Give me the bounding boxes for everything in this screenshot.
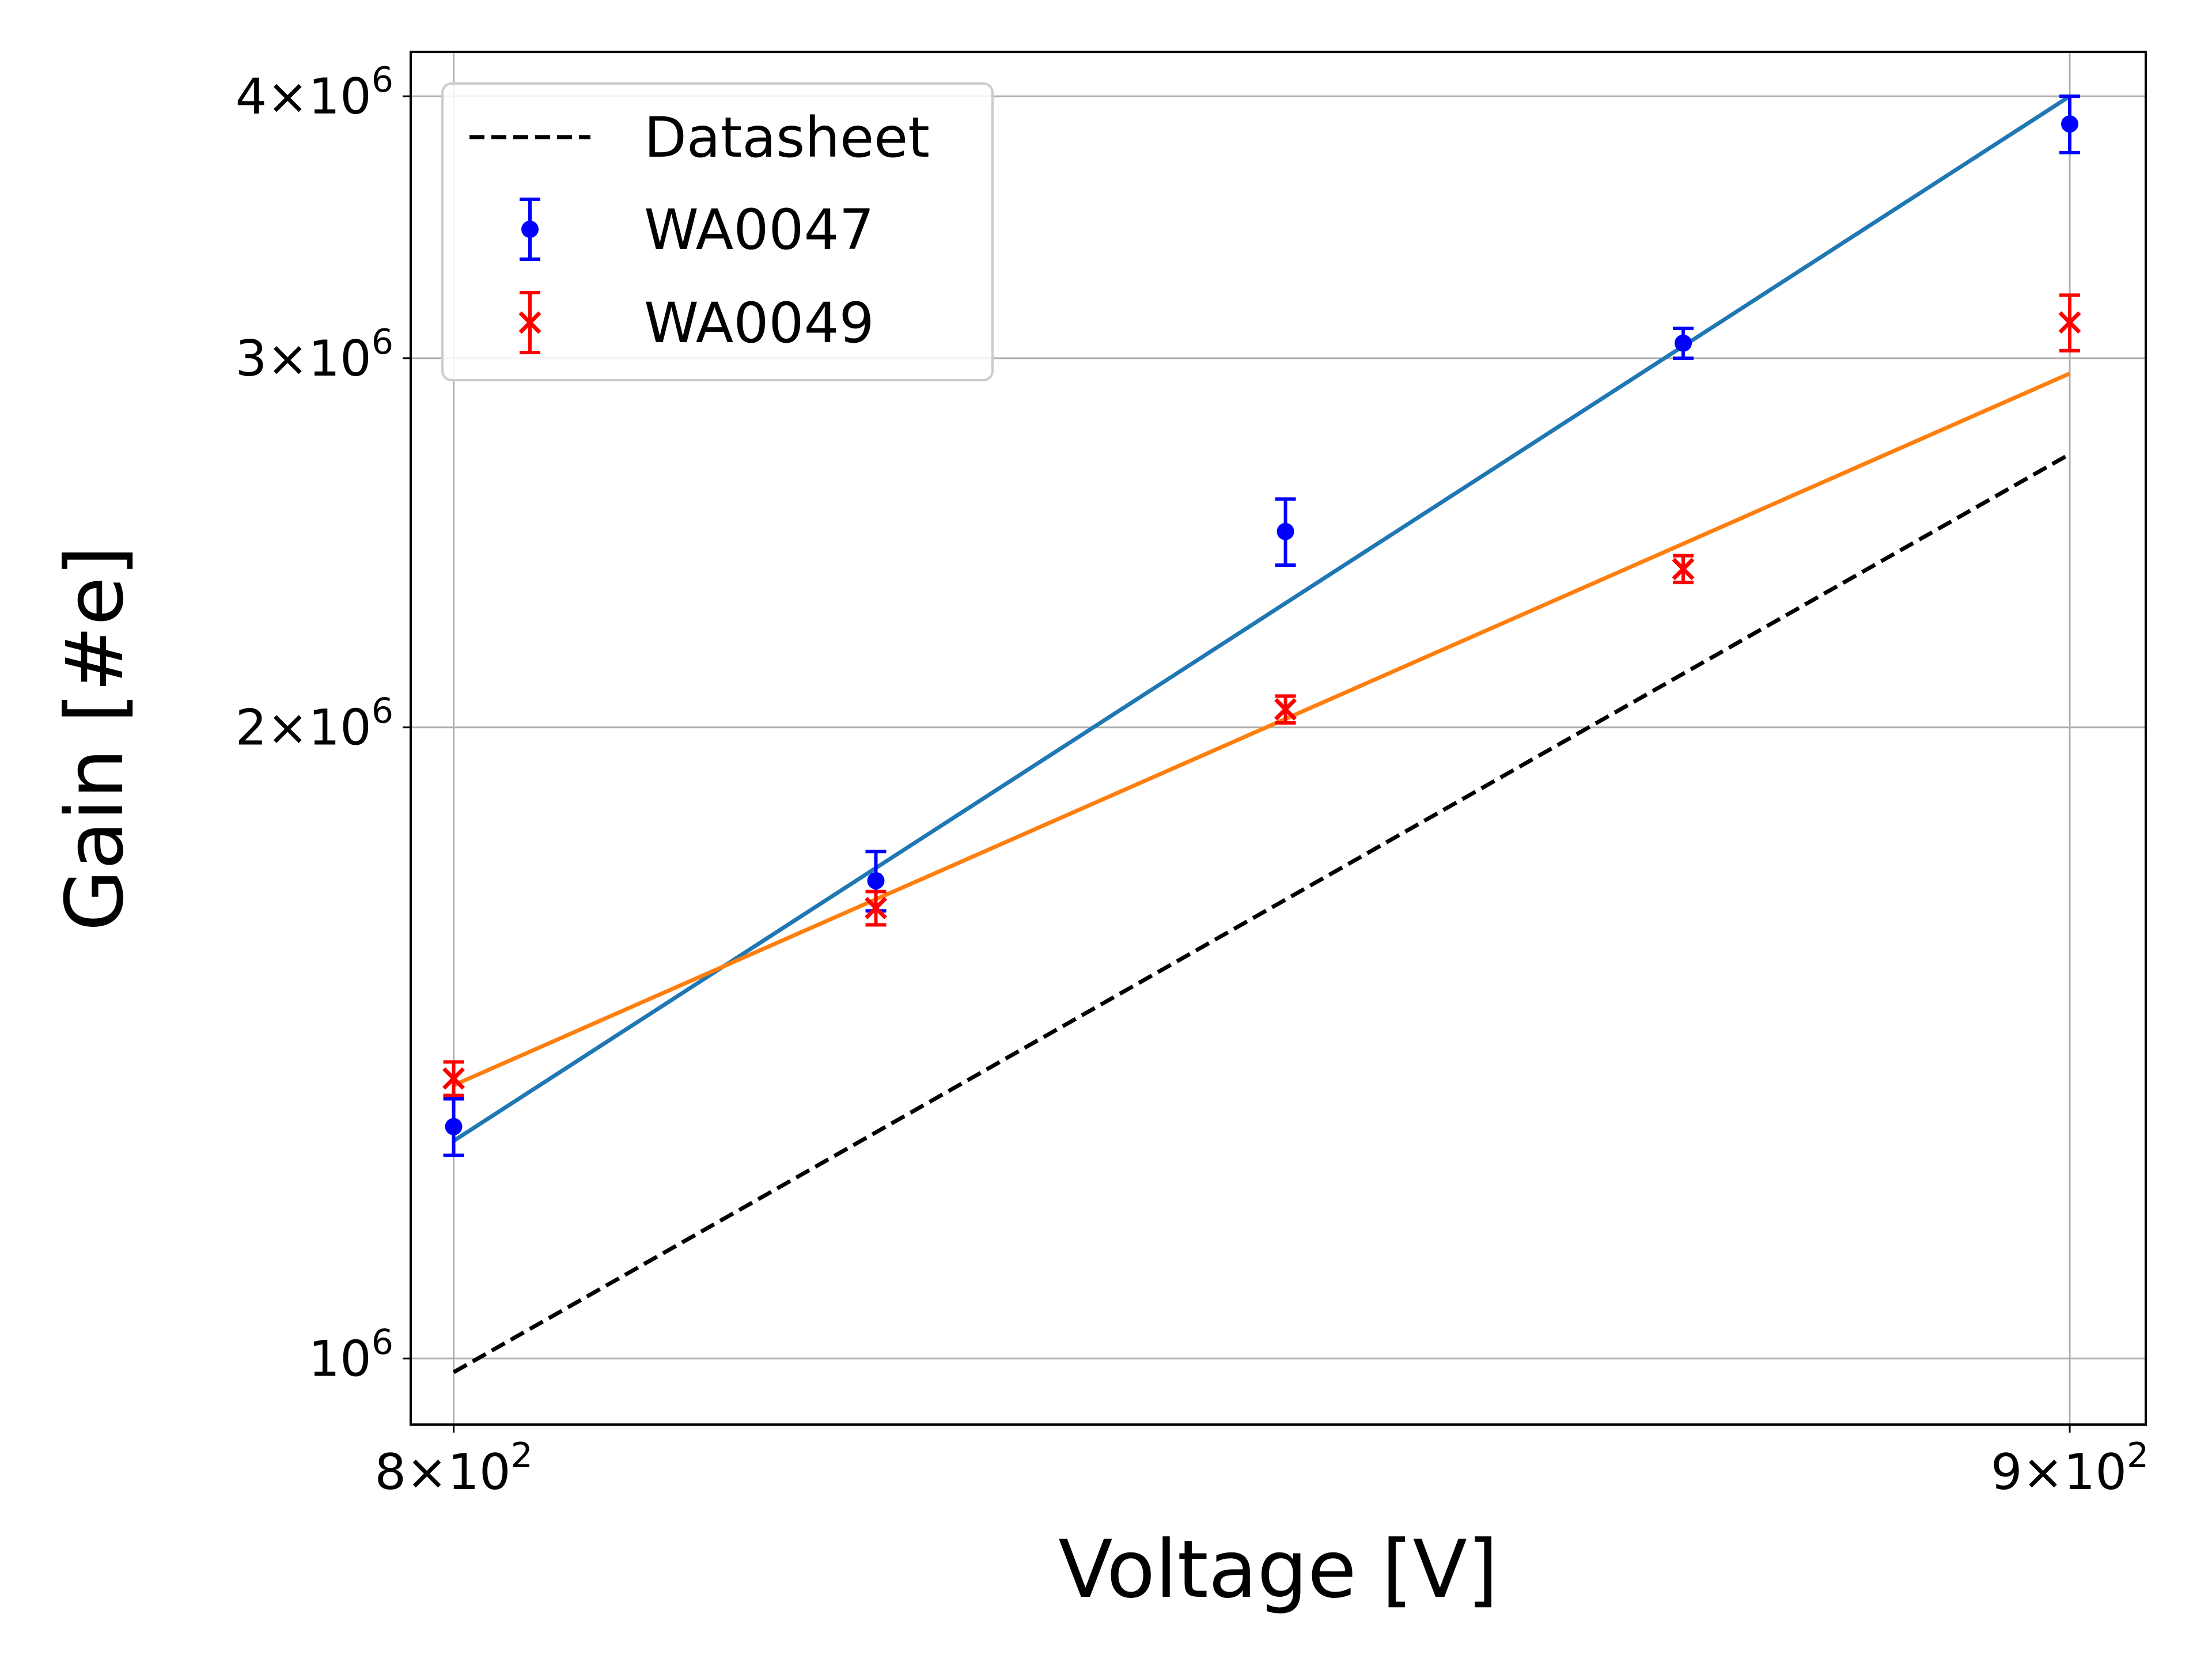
axis-ticks: 8×102 9×102 106 2×106 3×106 4×106 [236,60,2149,1501]
x-axis-label: Voltage [V] [1058,1523,1498,1616]
marker-wa0047-4 [2061,115,2079,133]
point-wa0049-3 [1672,554,1695,585]
legend: Datasheet WA0047 WA0049 [441,82,994,381]
legend-entry-datasheet: Datasheet [469,105,930,170]
point-wa0047-2 [1275,497,1296,567]
legend-label-wa0049: WA0049 [644,291,874,355]
marker-wa0049-4 [2058,311,2081,334]
marker-wa0049-1 [865,896,887,919]
point-wa0049-0 [442,1060,465,1097]
y-tick-label-2: 3×106 [236,322,393,388]
legend-entry-wa0049: WA0049 [518,291,874,355]
legend-label-wa0047: WA0047 [644,198,874,262]
point-wa0049-1 [865,889,887,927]
y-tick-label-3: 4×106 [236,60,393,126]
marker-wa0047-1 [867,872,885,889]
legend-box [441,82,994,381]
point-wa0047-3 [1673,327,1694,360]
point-wa0047-1 [865,850,887,913]
fit-lines [452,94,2071,1143]
legend-marker-wa0047 [521,221,539,238]
legend-marker-wa0049 [518,311,541,334]
fit-line-1 [453,372,2071,1088]
data-series [442,94,2081,1374]
point-wa0047-4 [2059,94,2081,154]
x-tick-label-1: 9×102 [1991,1435,2149,1501]
y-axis-label: Gain [#e] [48,546,141,931]
marker-wa0049-2 [1274,698,1297,721]
y-tick-label-0: 106 [308,1322,393,1388]
series-line-datasheet [452,452,2071,1374]
marker-wa0047-3 [1675,334,1692,352]
axes-frame [410,51,2147,1426]
point-wa0049-4 [2058,293,2081,353]
y-tick-label-1: 2×106 [236,691,393,757]
point-wa0049-2 [1274,694,1297,725]
marker-wa0047-0 [445,1118,463,1135]
marker-wa0047-2 [1277,522,1294,540]
marker-wa0049-0 [442,1067,465,1090]
legend-entry-wa0047: WA0047 [520,198,874,262]
marker-wa0049-3 [1672,558,1695,581]
point-wa0047-0 [443,1097,464,1157]
x-tick-label-0: 8×102 [374,1435,532,1501]
legend-label-datasheet: Datasheet [644,105,930,170]
